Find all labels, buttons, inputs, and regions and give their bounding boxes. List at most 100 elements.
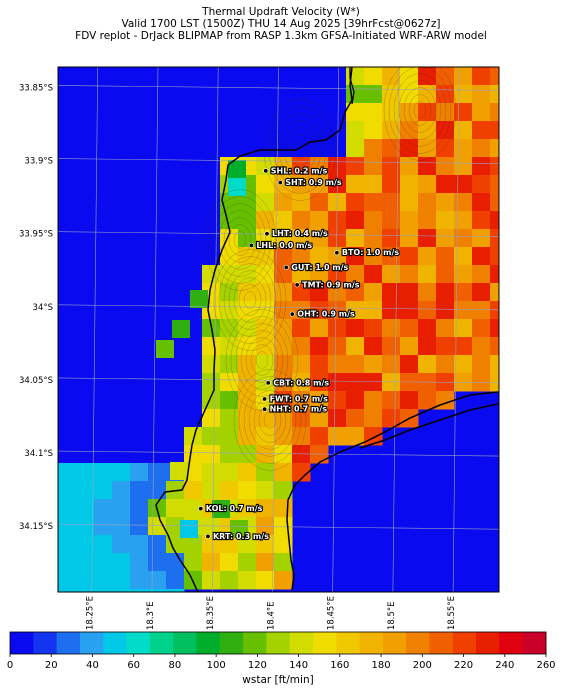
peninsula-coast-west xyxy=(155,67,353,592)
colorbar-swatch xyxy=(382,632,407,654)
field-cell xyxy=(364,409,383,428)
field-cell xyxy=(112,481,131,500)
field-cell xyxy=(490,121,499,140)
field-cell xyxy=(364,373,383,392)
lon-gridline xyxy=(272,67,279,592)
contour-line xyxy=(203,189,277,291)
lat-tick-label: 33.85°S xyxy=(19,83,53,93)
field-cell xyxy=(382,157,401,176)
contour-line xyxy=(258,404,282,436)
field-cell xyxy=(220,427,239,446)
field-cell xyxy=(346,211,365,230)
colorbar-tick-label: 220 xyxy=(454,660,473,671)
field-cell xyxy=(256,211,275,230)
contour-line xyxy=(223,263,277,337)
field-cell xyxy=(256,463,275,482)
field-cell xyxy=(58,481,77,500)
colorbar-tick-label: 200 xyxy=(413,660,432,671)
field-cell xyxy=(418,67,437,86)
coastline xyxy=(155,67,499,592)
contour-line xyxy=(238,284,262,316)
field-cell xyxy=(220,391,239,410)
field-cell xyxy=(490,157,499,176)
field-cell xyxy=(364,211,383,230)
lat-gridline xyxy=(58,85,499,91)
field-cell xyxy=(436,355,455,374)
station-gut: GUT: 1.0 m/s xyxy=(283,262,350,273)
field-cell xyxy=(292,445,311,464)
latitude-labels: 33.85°S 33.9°S 33.95°S 34°S 34.05°S 34.1°S 34.… xyxy=(19,83,53,532)
field-cell xyxy=(112,571,131,590)
field-cell xyxy=(418,229,437,248)
contour-line xyxy=(228,270,272,330)
station-tmt: TMT: 0.9 m/s xyxy=(294,279,361,290)
field-cell xyxy=(184,427,203,446)
station-marker xyxy=(248,242,254,248)
field-cell xyxy=(310,337,329,356)
field-cell xyxy=(238,211,257,230)
field-cell xyxy=(346,319,365,338)
field-cell xyxy=(112,553,131,572)
field-cell xyxy=(472,337,491,356)
field-cell xyxy=(400,283,419,302)
station-label: KRT: 0.3 m/s xyxy=(213,532,269,541)
field-cell xyxy=(238,427,257,446)
field-cell xyxy=(292,463,311,482)
lat-gridline xyxy=(58,158,499,164)
field-cell xyxy=(328,373,347,392)
field-cell xyxy=(94,553,113,572)
colorbar-swatch xyxy=(499,632,524,654)
field-cell xyxy=(310,301,329,320)
field-cell xyxy=(274,373,293,392)
field-cell xyxy=(346,139,365,158)
field-cell xyxy=(472,355,491,374)
colorbar-swatch xyxy=(219,632,244,654)
contour-line xyxy=(208,196,272,284)
station-fwt: FWT: 0.7 m/s xyxy=(262,393,329,405)
field-cell xyxy=(202,445,221,464)
field-cell xyxy=(400,211,419,230)
lon-gridline xyxy=(452,67,460,592)
field-cell xyxy=(148,571,167,590)
field-cell xyxy=(238,445,257,464)
field-cell xyxy=(172,320,190,338)
colorbar-swatch xyxy=(56,632,81,654)
field-cell xyxy=(346,373,365,392)
station-marker xyxy=(294,282,300,288)
colorbar-tick-label: 160 xyxy=(330,660,349,671)
field-cell xyxy=(256,193,275,212)
field-cell xyxy=(292,175,311,194)
field-cell xyxy=(166,589,185,592)
colorbar-tick-label: 120 xyxy=(248,660,267,671)
field-cell xyxy=(490,283,499,302)
field-cell xyxy=(228,178,246,196)
field-cell xyxy=(256,445,275,464)
field-cell xyxy=(238,535,257,554)
field-cell xyxy=(364,121,383,140)
field-cell xyxy=(310,211,329,230)
field-cell xyxy=(256,265,275,284)
station-marker xyxy=(205,533,211,539)
field-cell xyxy=(238,319,257,338)
lat-tick-label: 33.9°S xyxy=(24,157,53,167)
field-cell xyxy=(364,355,383,374)
contour-line xyxy=(218,210,262,270)
colorbar-swatch xyxy=(359,632,384,654)
field-cell xyxy=(76,517,95,536)
field-cell xyxy=(112,499,131,518)
field-cell xyxy=(472,211,491,230)
field-cell xyxy=(202,553,221,572)
field-cell xyxy=(436,211,455,230)
field-cell xyxy=(220,373,239,392)
field-cell xyxy=(94,535,113,554)
field-cell xyxy=(400,193,419,212)
field-cell xyxy=(490,139,499,158)
field-cell xyxy=(94,481,113,500)
title-line-2: Valid 1700 LST (1500Z) THU 14 Aug 2025 [… xyxy=(121,18,441,30)
field-cell xyxy=(220,445,239,464)
field-cell xyxy=(436,337,455,356)
field-cell xyxy=(418,337,437,356)
field-cell xyxy=(418,247,437,266)
station-label: BTO: 1.0 m/s xyxy=(342,248,400,257)
contour-line xyxy=(268,106,332,194)
